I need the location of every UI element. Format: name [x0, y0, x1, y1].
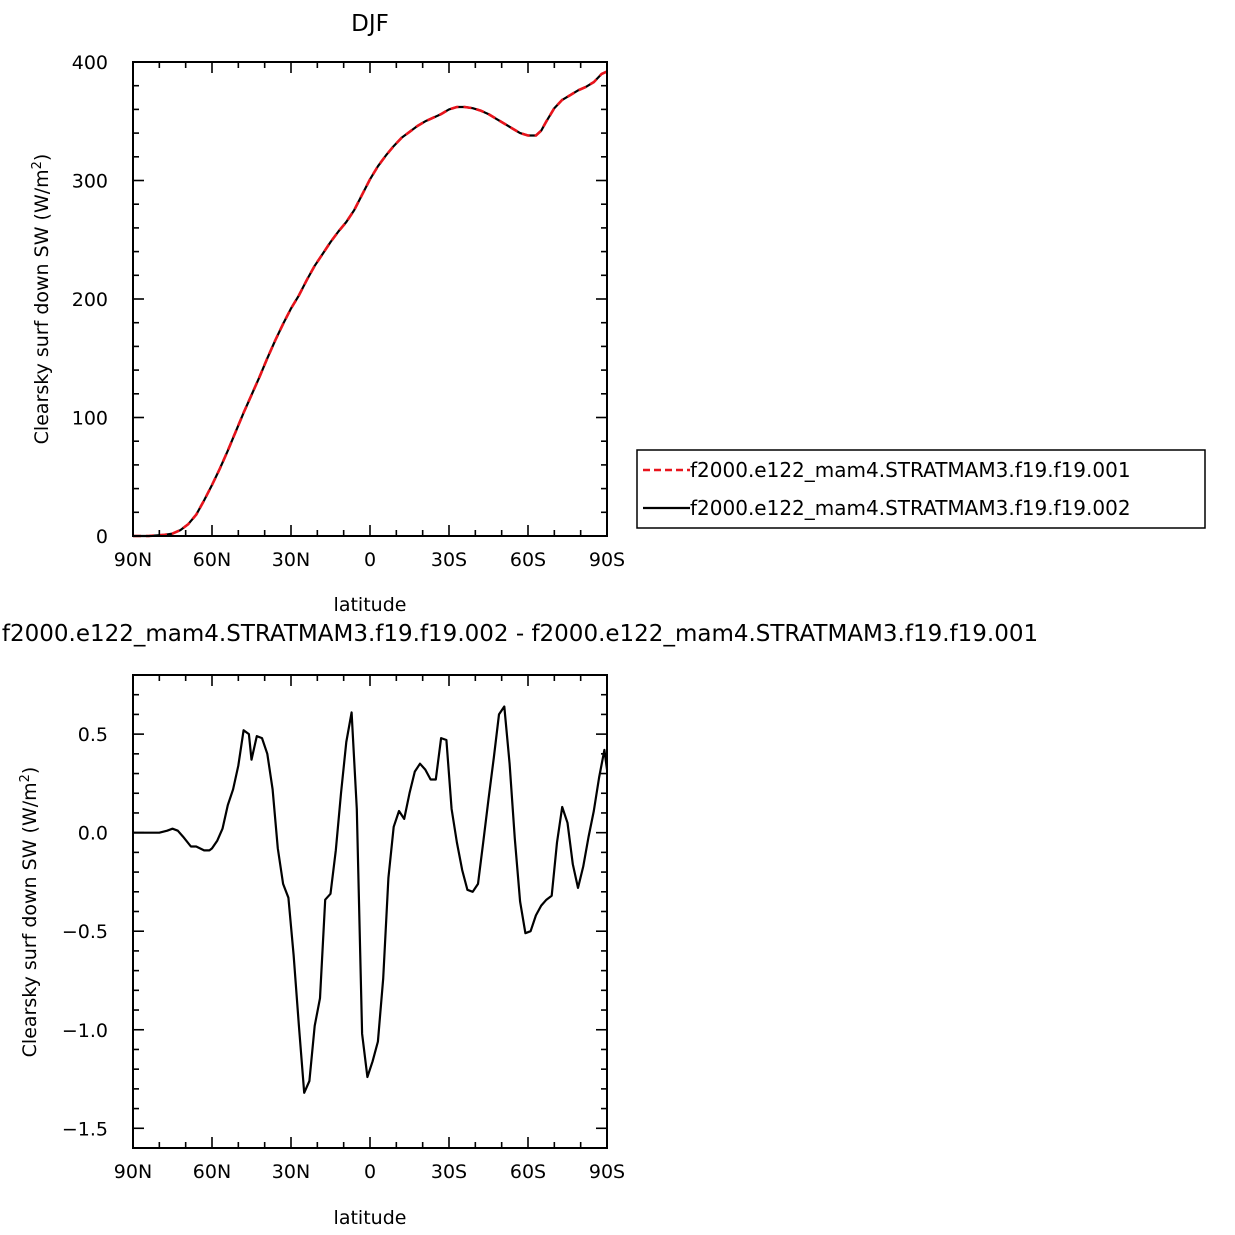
x-tick-label: 90S — [589, 549, 625, 571]
y-tick-label: −1.5 — [62, 1118, 108, 1140]
legend-box — [636, 449, 1206, 529]
x-tick-label: 90N — [114, 1161, 152, 1183]
x-tick-label: 60N — [193, 1161, 231, 1183]
x-tick-label: 30S — [431, 1161, 467, 1183]
bottom-y-axis-label: Clearsky surf down SW (W/m2) — [18, 767, 41, 1058]
top-y-axis-label: Clearsky surf down SW (W/m2) — [30, 154, 53, 445]
x-tick-label: 0 — [364, 1161, 376, 1183]
y-tick-label: 0.5 — [78, 724, 108, 746]
bottom-panel-title: f2000.e122_mam4.STRATMAM3.f19.f19.002 - … — [2, 621, 1038, 647]
y-tick-label: −1.0 — [62, 1020, 108, 1042]
legend: f2000.e122_mam4.STRATMAM3.f19.f19.001 f2… — [636, 449, 1206, 529]
x-tick-label: 30S — [431, 549, 467, 571]
bottom-series-line-1 — [133, 705, 609, 1094]
top-panel: DJF 90N 60N 30N 0 30S 60S 90S 0 100 200 300 400 lat… — [30, 11, 625, 616]
y-tick-label: 100 — [72, 408, 108, 430]
x-tick-label: 0 — [364, 549, 376, 571]
top-panel-title: DJF — [351, 11, 389, 37]
y-tick-label: 0 — [96, 526, 108, 548]
x-tick-label: 90N — [114, 549, 152, 571]
y-tick-label: 200 — [72, 289, 108, 311]
x-tick-label: 30N — [272, 549, 310, 571]
bottom-x-axis-label: latitude — [334, 1207, 407, 1229]
y-tick-label: −0.5 — [62, 921, 108, 943]
y-tick-label: 400 — [72, 52, 108, 74]
bottom-plot-frame — [132, 674, 608, 1149]
legend-label-run-002: f2000.e122_mam4.STRATMAM3.f19.f19.002 — [690, 496, 1131, 520]
bottom-panel: f2000.e122_mam4.STRATMAM3.f19.f19.002 - … — [2, 621, 1038, 1229]
legend-label-run-001: f2000.e122_mam4.STRATMAM3.f19.f19.001 — [690, 458, 1131, 482]
x-tick-label: 30N — [272, 1161, 310, 1183]
top-series-line-2 — [133, 70, 608, 538]
x-tick-label: 60S — [510, 1161, 546, 1183]
y-tick-label: 300 — [72, 171, 108, 193]
x-tick-label: 60N — [193, 549, 231, 571]
top-x-axis-label: latitude — [334, 594, 407, 616]
y-tick-label: 0.0 — [78, 823, 108, 845]
x-tick-label: 60S — [510, 549, 546, 571]
x-tick-label: 90S — [589, 1161, 625, 1183]
top-plot-frame — [132, 61, 608, 537]
top-series-line-1 — [133, 70, 608, 538]
